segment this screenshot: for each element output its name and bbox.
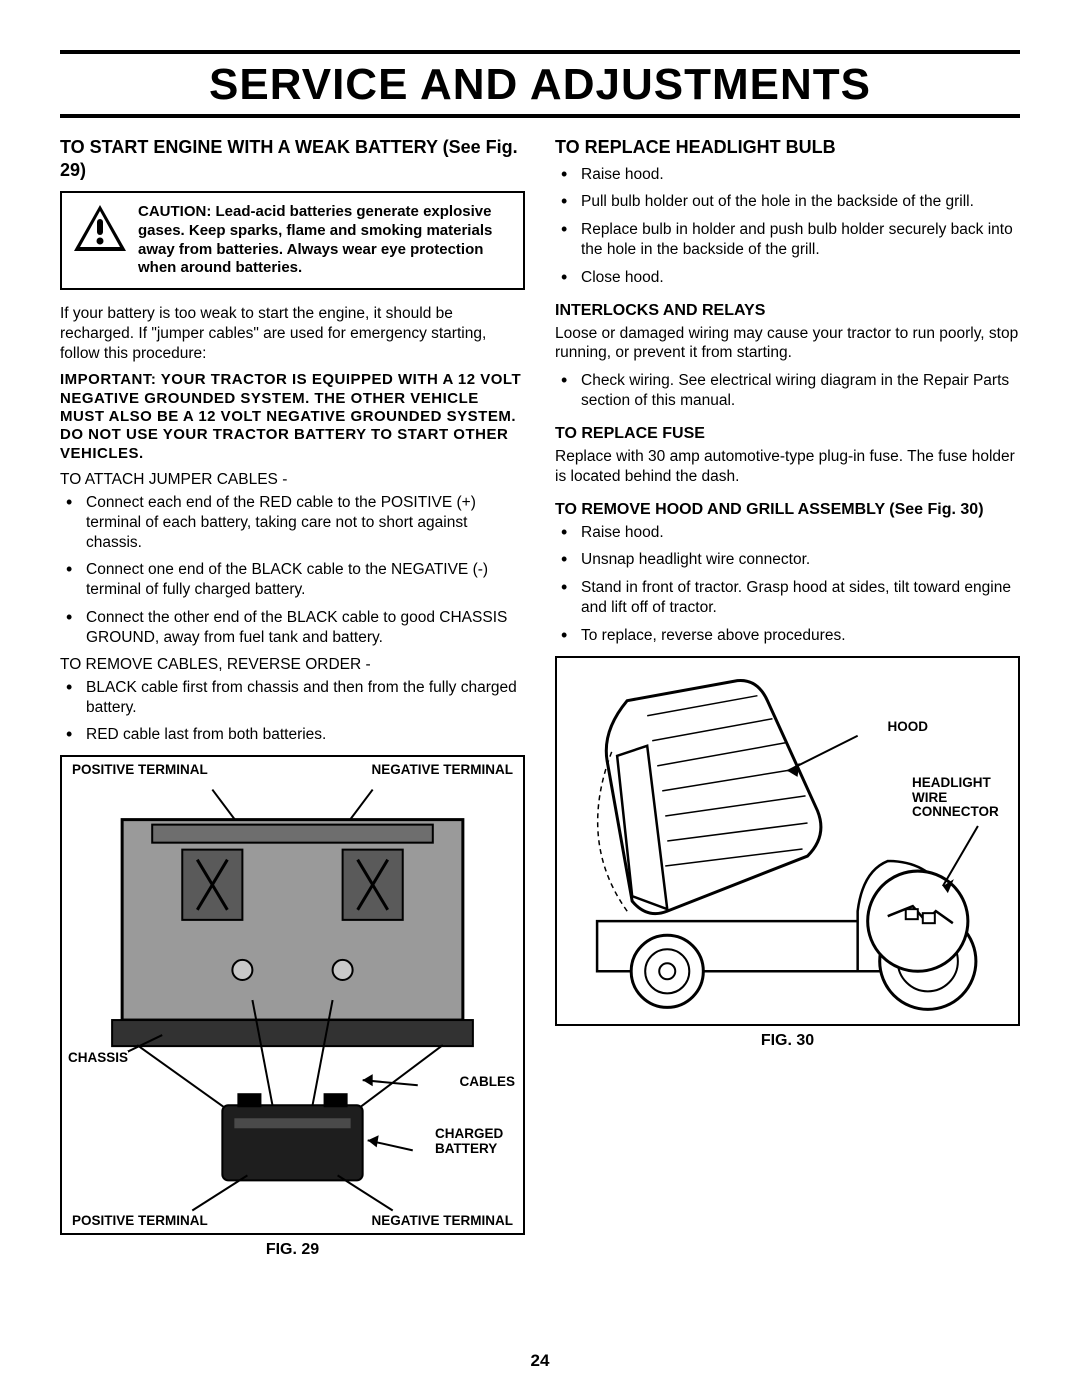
list-item: Pull bulb holder out of the hole in the … xyxy=(555,192,1020,212)
subhead-remove: TO REMOVE CABLES, REVERSE ORDER - xyxy=(60,656,525,674)
figure-29: POSITIVE TERMINAL NEGATIVE TERMINAL CHAS… xyxy=(60,755,525,1235)
important-text: IMPORTANT: YOUR TRACTOR IS EQUIPPED WITH… xyxy=(60,371,521,461)
heading-hood: TO REMOVE HOOD AND GRILL ASSEMBLY (See F… xyxy=(555,501,1020,519)
fig30-label-hood: HOOD xyxy=(888,720,929,735)
list-item: RED cable last from both batteries. xyxy=(60,725,525,745)
fig29-label-chassis: CHASSIS xyxy=(68,1051,128,1066)
warning-triangle-icon xyxy=(72,203,128,253)
list-item: Connect the other end of the BLACK cable… xyxy=(60,608,525,648)
list-item: Raise hood. xyxy=(555,165,1020,185)
fig29-label-charged: CHARGED BATTERY xyxy=(435,1127,515,1157)
list-remove: BLACK cable first from chassis and then … xyxy=(60,678,525,745)
list-item: BLACK cable first from chassis and then … xyxy=(60,678,525,718)
right-column: TO REPLACE HEADLIGHT BULB Raise hood. Pu… xyxy=(555,136,1020,1259)
list-item: Stand in front of tractor. Grasp hood at… xyxy=(555,578,1020,618)
list-item: Check wiring. See electrical wiring diag… xyxy=(555,371,1020,411)
heading-start-engine: TO START ENGINE WITH A WEAK BATTERY (See… xyxy=(60,136,525,181)
list-item: Connect each end of the RED cable to the… xyxy=(60,493,525,552)
title-rule xyxy=(60,114,1020,118)
heading-interlocks: INTERLOCKS AND RELAYS xyxy=(555,302,1020,320)
caution-box: CAUTION: Lead-acid batteries generate ex… xyxy=(60,191,525,290)
figure-30-svg xyxy=(557,658,1018,1024)
list-item: Unsnap headlight wire connector. xyxy=(555,550,1020,570)
fig29-label-cables: CABLES xyxy=(459,1075,515,1090)
list-hood: Raise hood. Unsnap headlight wire connec… xyxy=(555,523,1020,646)
figure-30: HOOD HEADLIGHT WIRE CONNECTOR xyxy=(555,656,1020,1026)
subhead-attach: TO ATTACH JUMPER CABLES - xyxy=(60,471,525,489)
heading-headlight: TO REPLACE HEADLIGHT BULB xyxy=(555,136,1020,159)
paragraph-recharge: If your battery is too weak to start the… xyxy=(60,304,525,363)
list-item: Replace bulb in holder and push bulb hol… xyxy=(555,220,1020,260)
page-number: 24 xyxy=(0,1351,1080,1371)
figure-29-svg xyxy=(62,757,523,1233)
fig29-label-pos-bot: POSITIVE TERMINAL xyxy=(72,1214,208,1229)
fig30-label-connector: HEADLIGHT WIRE CONNECTOR xyxy=(912,776,1012,821)
list-item: Raise hood. xyxy=(555,523,1020,543)
caution-text: CAUTION: Lead-acid batteries generate ex… xyxy=(138,203,511,278)
content-columns: TO START ENGINE WITH A WEAK BATTERY (See… xyxy=(60,136,1020,1259)
list-interlocks: Check wiring. See electrical wiring diag… xyxy=(555,371,1020,411)
left-column: TO START ENGINE WITH A WEAK BATTERY (See… xyxy=(60,136,525,1259)
list-item: To replace, reverse above procedures. xyxy=(555,626,1020,646)
fig29-label-pos-top: POSITIVE TERMINAL xyxy=(72,763,208,778)
fig30-caption: FIG. 30 xyxy=(555,1032,1020,1050)
list-item: Close hood. xyxy=(555,268,1020,288)
fig29-label-neg-top: NEGATIVE TERMINAL xyxy=(372,763,514,778)
top-rule xyxy=(60,50,1020,54)
page-title: SERVICE AND ADJUSTMENTS xyxy=(60,60,1020,110)
paragraph-interlocks: Loose or damaged wiring may cause your t… xyxy=(555,324,1020,364)
list-headlight: Raise hood. Pull bulb holder out of the … xyxy=(555,165,1020,288)
paragraph-fuse: Replace with 30 amp automotive-type plug… xyxy=(555,447,1020,487)
list-attach: Connect each end of the RED cable to the… xyxy=(60,493,525,648)
fig29-label-neg-bot: NEGATIVE TERMINAL xyxy=(372,1214,514,1229)
fig29-caption: FIG. 29 xyxy=(60,1241,525,1259)
paragraph-important: IMPORTANT: YOUR TRACTOR IS EQUIPPED WITH… xyxy=(60,371,525,462)
heading-fuse: TO REPLACE FUSE xyxy=(555,425,1020,443)
list-item: Connect one end of the BLACK cable to th… xyxy=(60,560,525,600)
